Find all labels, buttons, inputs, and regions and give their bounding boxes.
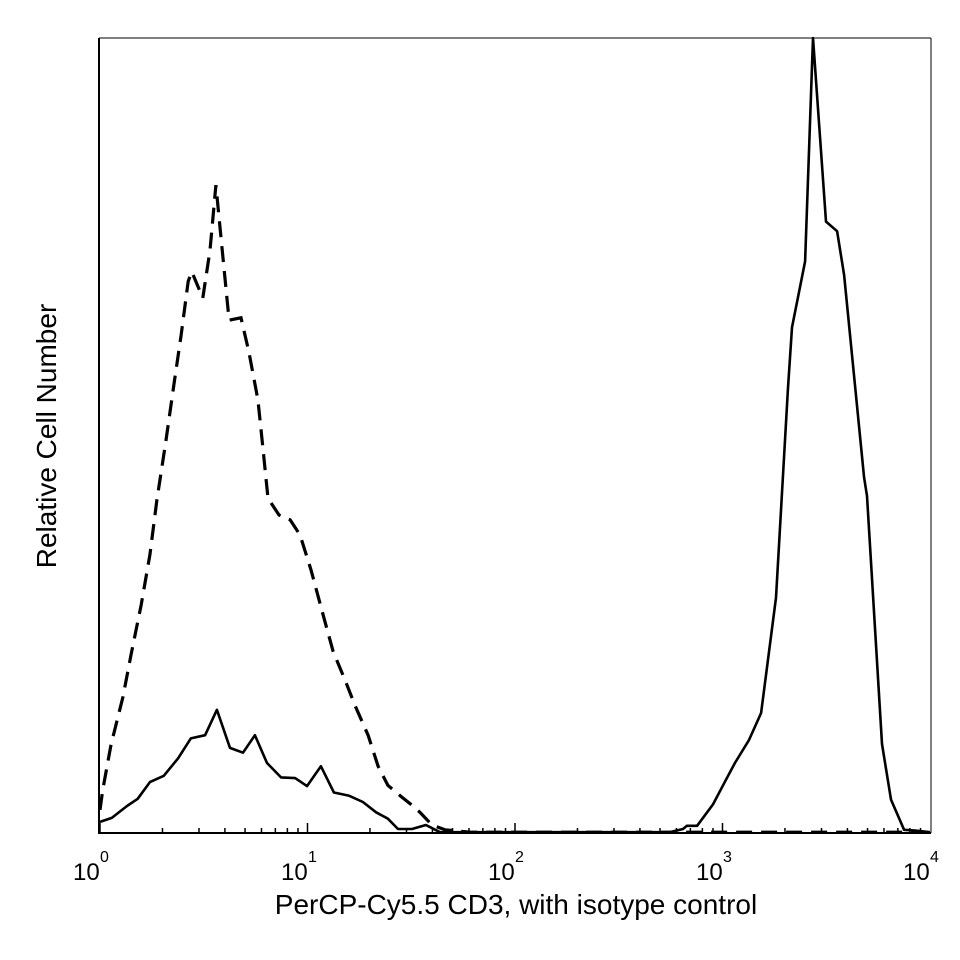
svg-text:10: 10 bbox=[73, 859, 100, 886]
series-dashed-line bbox=[98, 184, 930, 834]
svg-text:4: 4 bbox=[930, 849, 939, 866]
svg-text:3: 3 bbox=[723, 849, 732, 866]
svg-text:0: 0 bbox=[100, 849, 109, 866]
series-solid-line bbox=[99, 36, 931, 834]
svg-text:10: 10 bbox=[696, 859, 723, 886]
x-tick-label-0: 100 bbox=[73, 849, 109, 886]
x-axis-title: PerCP-Cy5.5 CD3, with isotype control bbox=[275, 889, 757, 920]
svg-text:2: 2 bbox=[515, 849, 524, 866]
x-tick-label-4: 104 bbox=[903, 849, 939, 886]
svg-text:1: 1 bbox=[308, 849, 317, 866]
y-axis-title: Relative Cell Number bbox=[31, 304, 62, 569]
x-tick-label-2: 102 bbox=[488, 849, 524, 886]
x-tick-label-1: 101 bbox=[281, 849, 317, 886]
svg-text:10: 10 bbox=[281, 859, 308, 886]
x-tick-label-3: 103 bbox=[696, 849, 732, 886]
svg-text:10: 10 bbox=[903, 859, 930, 886]
svg-text:10: 10 bbox=[488, 859, 515, 886]
